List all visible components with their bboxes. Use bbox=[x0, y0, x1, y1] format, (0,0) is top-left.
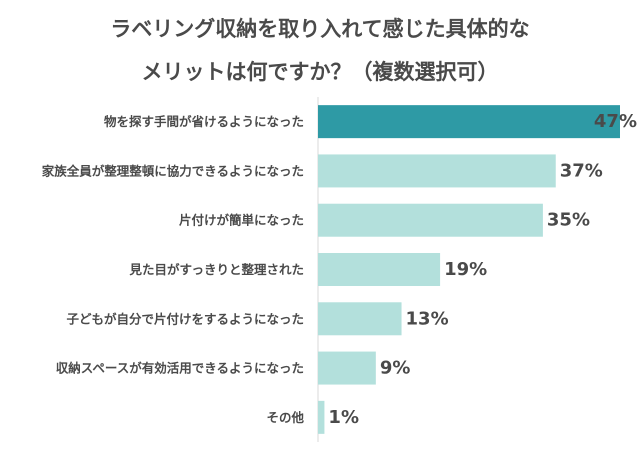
bar-2 bbox=[318, 154, 556, 188]
value-label-2: 37% bbox=[560, 160, 603, 181]
bar-4 bbox=[318, 253, 441, 286]
category-label-4: 見た目がすっきりと整理された bbox=[128, 262, 304, 277]
chart-title-line-1: ラベリング収納を取り入れて感じた具体的な bbox=[110, 17, 530, 41]
value-label-1: 47% bbox=[594, 111, 637, 132]
category-label-1: 物を探す手間が省けるようになった bbox=[104, 114, 304, 129]
bar-5 bbox=[318, 302, 402, 336]
category-label-7: その他 bbox=[266, 410, 304, 425]
value-label-3: 35% bbox=[547, 210, 590, 231]
category-label-5: 子どもが自分で片付けをするようになった bbox=[66, 311, 304, 326]
category-label-2: 家族全員が整理整頓に協力できるようになった bbox=[42, 163, 304, 178]
value-label-7: 1% bbox=[328, 407, 359, 428]
value-label-6: 9% bbox=[380, 358, 411, 379]
value-label-4: 19% bbox=[444, 259, 487, 280]
value-label-5: 13% bbox=[406, 308, 449, 329]
bar-3 bbox=[318, 203, 543, 237]
chart-title-line-2: メリットは何ですか？（複数選択可） bbox=[141, 60, 499, 84]
category-label-6: 収納スペースが有効活用できるようになった bbox=[56, 361, 304, 376]
bar-7 bbox=[318, 400, 325, 434]
bar-1 bbox=[318, 105, 620, 139]
category-label-3: 片付けが簡単になった bbox=[179, 213, 304, 228]
bar-6 bbox=[318, 351, 376, 385]
